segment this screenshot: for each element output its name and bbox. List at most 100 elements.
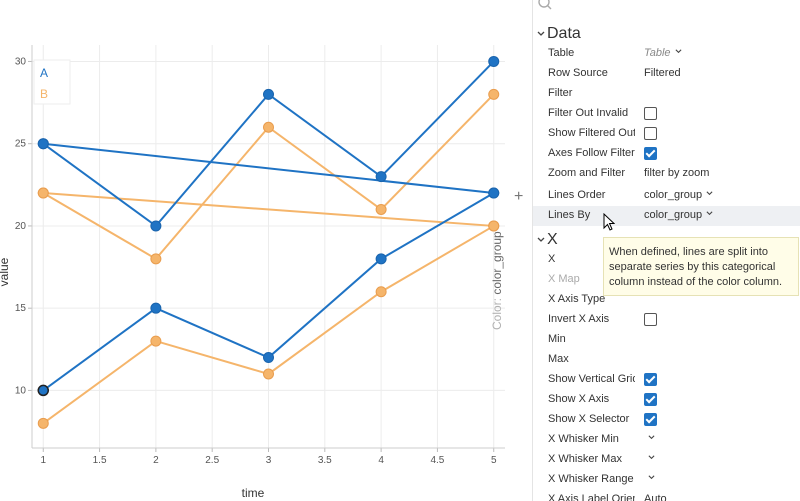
data-point[interactable] bbox=[37, 187, 49, 199]
x-whisker-range-select[interactable] bbox=[644, 473, 655, 485]
row-filter[interactable]: Filter bbox=[533, 84, 800, 104]
data-point[interactable] bbox=[488, 220, 500, 232]
row-x-whisker-min[interactable]: X Whisker Min bbox=[533, 430, 800, 450]
data-point[interactable] bbox=[263, 352, 274, 364]
show-x-axis-checkbox[interactable] bbox=[644, 393, 657, 406]
line-chart[interactable]: 10 15 20 25 30 1 1.5 2 2.5 3 3.5 4 4.5 5 A B time va… bbox=[0, 0, 532, 501]
data-point[interactable] bbox=[375, 203, 387, 215]
row-label: Zoom and Filter bbox=[548, 167, 626, 179]
row-x-map[interactable]: X Map bbox=[533, 270, 800, 290]
x-axis-title: time bbox=[242, 486, 265, 500]
table-select[interactable]: Table bbox=[644, 47, 682, 59]
x-whisker-min-select[interactable] bbox=[644, 433, 655, 445]
x-axis-label-orientation-select[interactable]: Auto bbox=[644, 493, 667, 501]
data-point[interactable] bbox=[150, 220, 162, 232]
row-row-source[interactable]: Row Source Filtered bbox=[533, 64, 800, 84]
data-point[interactable] bbox=[263, 88, 274, 100]
data-point[interactable] bbox=[488, 55, 500, 67]
row-invert-x-axis[interactable]: Invert X Axis bbox=[533, 310, 800, 330]
row-axes-follow-filter[interactable]: Axes Follow Filter bbox=[533, 144, 800, 164]
section-data-title: Data bbox=[547, 25, 581, 42]
selected-point-outline[interactable] bbox=[37, 384, 50, 397]
show-vertical-grid-checkbox[interactable] bbox=[644, 373, 657, 386]
x-axis-ticks: 1 1.5 2 2.5 3 3.5 4 4.5 5 bbox=[40, 45, 497, 466]
data-point[interactable] bbox=[488, 88, 500, 100]
data-point[interactable] bbox=[37, 417, 49, 429]
data-point[interactable] bbox=[150, 253, 162, 265]
chevron-down-icon bbox=[706, 211, 713, 216]
row-label: X Whisker Max bbox=[548, 453, 622, 465]
invert-x-axis-checkbox[interactable] bbox=[644, 313, 657, 326]
row-min[interactable]: Min bbox=[533, 330, 800, 350]
zoom-and-filter-select[interactable]: filter by zoom bbox=[644, 167, 710, 179]
show-x-selector-checkbox[interactable] bbox=[644, 413, 657, 426]
legend-item-b[interactable]: B bbox=[40, 87, 48, 101]
row-show-x-selector[interactable]: Show X Selector bbox=[533, 410, 800, 430]
data-point[interactable] bbox=[375, 253, 387, 265]
series-line[interactable] bbox=[43, 142, 494, 195]
x-tick-label: 4 bbox=[378, 455, 384, 466]
data-point[interactable] bbox=[375, 171, 387, 183]
search-icon[interactable] bbox=[537, 0, 553, 12]
y-axis-title: value bbox=[0, 257, 11, 286]
row-label: Lines By bbox=[548, 209, 591, 221]
row-x-whisker-range[interactable]: X Whisker Range bbox=[533, 470, 800, 490]
row-show-filtered-out[interactable]: Show Filtered Out bbox=[533, 124, 800, 144]
y-tick-label: 25 bbox=[15, 139, 27, 150]
lines-by-select[interactable]: color_group bbox=[644, 209, 713, 221]
x-tick-label: 5 bbox=[491, 455, 497, 466]
row-filter-out-invalid[interactable]: Filter Out Invalid bbox=[533, 104, 800, 124]
data-point[interactable] bbox=[150, 335, 162, 347]
row-zoom-and-filter[interactable]: Zoom and Filter filter by zoom bbox=[533, 164, 800, 184]
data-point[interactable] bbox=[375, 286, 387, 298]
row-label: X Whisker Min bbox=[548, 433, 619, 445]
row-x-axis-label-orientation[interactable]: X Axis Label Orientation Auto bbox=[533, 490, 800, 501]
legend-box bbox=[33, 59, 71, 105]
row-label: Lines Order bbox=[548, 189, 606, 201]
row-label: Invert X Axis bbox=[548, 313, 610, 325]
row-show-x-axis[interactable]: Show X Axis bbox=[533, 390, 800, 410]
row-label: Filter bbox=[548, 87, 573, 99]
color-axis-prefix: Color: bbox=[490, 297, 504, 330]
data-point[interactable] bbox=[150, 302, 162, 314]
data-point[interactable] bbox=[488, 187, 500, 199]
x-tick-label: 2.5 bbox=[205, 455, 219, 466]
section-x-title: X bbox=[547, 231, 558, 248]
x-whisker-max-select[interactable] bbox=[644, 453, 655, 465]
row-table[interactable]: Table Table bbox=[533, 44, 800, 64]
row-label: X Axis Label Orientation bbox=[548, 493, 635, 501]
row-lines-order[interactable]: Lines Order color_group bbox=[533, 186, 800, 206]
section-data[interactable]: Data bbox=[533, 22, 800, 46]
show-filtered-out-checkbox[interactable] bbox=[644, 127, 657, 140]
row-source-select[interactable]: Filtered bbox=[644, 67, 681, 79]
y-axis-ticks: 10 15 20 25 30 bbox=[15, 56, 505, 396]
row-show-vertical-grid[interactable]: Show Vertical Grid bbox=[533, 370, 800, 390]
legend-item-a[interactable]: A bbox=[40, 66, 48, 80]
x-tick-label: 1.5 bbox=[93, 455, 107, 466]
x-tick-label: 2 bbox=[153, 455, 159, 466]
row-lines-by[interactable]: Lines By color_group bbox=[533, 206, 800, 226]
data-point[interactable] bbox=[37, 138, 49, 150]
color-axis-label[interactable]: Color: color_group bbox=[490, 231, 504, 330]
series-layer[interactable] bbox=[37, 55, 500, 429]
section-x[interactable]: X bbox=[533, 228, 800, 252]
row-label: X Whisker Range bbox=[548, 473, 634, 485]
chevron-down-icon bbox=[674, 49, 682, 54]
row-x[interactable]: X bbox=[533, 250, 800, 270]
tooltip: When defined, lines are split into separ… bbox=[603, 237, 799, 296]
data-point[interactable] bbox=[263, 368, 274, 380]
axes-follow-filter-checkbox[interactable] bbox=[644, 147, 657, 160]
data-point[interactable] bbox=[263, 121, 274, 133]
add-icon[interactable]: + bbox=[514, 188, 524, 205]
filter-out-invalid-checkbox[interactable] bbox=[644, 107, 657, 120]
chevron-down-icon bbox=[537, 237, 545, 242]
x-tick-label: 3 bbox=[266, 455, 272, 466]
legend[interactable]: A B bbox=[33, 59, 71, 105]
row-x-axis-type[interactable]: X Axis Type bbox=[533, 290, 800, 310]
series-a[interactable] bbox=[37, 55, 500, 396]
row-label: Row Source bbox=[548, 67, 608, 79]
lines-order-select[interactable]: color_group bbox=[644, 189, 713, 201]
row-x-whisker-max[interactable]: X Whisker Max bbox=[533, 450, 800, 470]
row-max[interactable]: Max bbox=[533, 350, 800, 370]
y-tick-label: 20 bbox=[15, 221, 27, 232]
